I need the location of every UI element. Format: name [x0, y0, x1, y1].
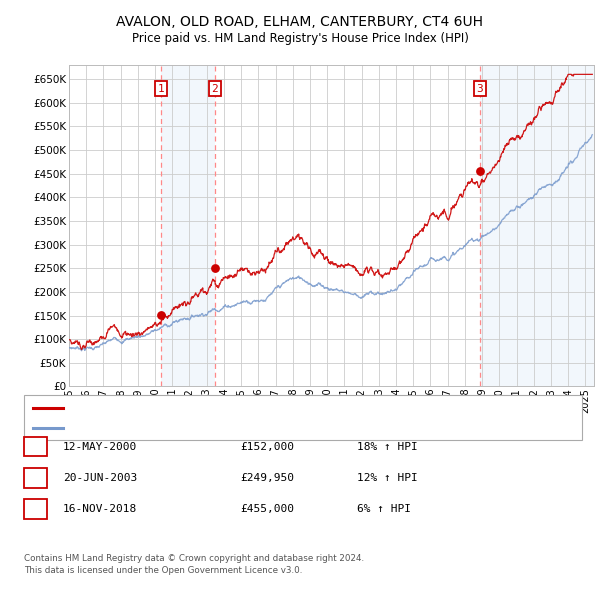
Point [157, 310, 166, 319]
Text: 6% ↑ HPI: 6% ↑ HPI [357, 504, 411, 514]
Text: £249,950: £249,950 [240, 473, 294, 483]
Point [475, 166, 485, 176]
Bar [480, 65, 594, 386]
Text: 2: 2 [32, 471, 39, 484]
Text: 12-MAY-2000: 12-MAY-2000 [63, 442, 137, 451]
Text: 3: 3 [32, 503, 39, 516]
Text: 3: 3 [476, 84, 484, 94]
Text: 1: 1 [32, 440, 39, 453]
Text: 18% ↑ HPI: 18% ↑ HPI [357, 442, 418, 451]
Text: Contains HM Land Registry data © Crown copyright and database right 2024.
This d: Contains HM Land Registry data © Crown c… [24, 555, 364, 575]
Text: AVALON, OLD ROAD, ELHAM, CANTERBURY, CT4 6UH (detached house): AVALON, OLD ROAD, ELHAM, CANTERBURY, CT4… [69, 403, 435, 412]
Bar [161, 65, 215, 386]
Text: 1: 1 [158, 84, 164, 94]
Point [210, 264, 220, 273]
Text: £152,000: £152,000 [240, 442, 294, 451]
Text: 2: 2 [211, 84, 218, 94]
Text: 20-JUN-2003: 20-JUN-2003 [63, 473, 137, 483]
Text: Price paid vs. HM Land Registry's House Price Index (HPI): Price paid vs. HM Land Registry's House … [131, 32, 469, 45]
Text: AVALON, OLD ROAD, ELHAM, CANTERBURY, CT4 6UH: AVALON, OLD ROAD, ELHAM, CANTERBURY, CT4… [116, 15, 484, 29]
Text: HPI: Average price, detached house, Folkestone and Hythe: HPI: Average price, detached house, Folk… [69, 422, 405, 432]
Text: 16-NOV-2018: 16-NOV-2018 [63, 504, 137, 514]
Text: 12% ↑ HPI: 12% ↑ HPI [357, 473, 418, 483]
Text: £455,000: £455,000 [240, 504, 294, 514]
